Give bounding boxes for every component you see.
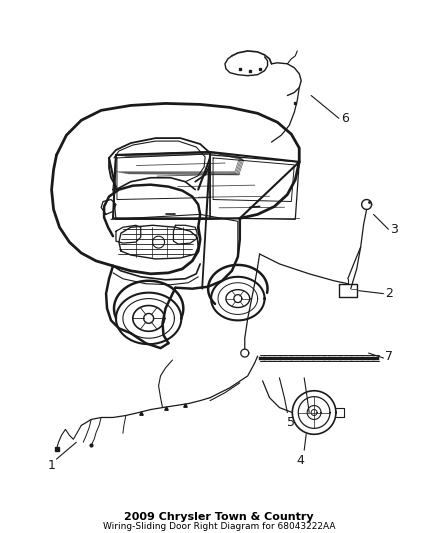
Text: 2: 2: [385, 287, 393, 300]
Text: 2009 Chrysler Town & Country: 2009 Chrysler Town & Country: [124, 512, 314, 522]
Text: 3: 3: [390, 223, 398, 236]
Text: 1: 1: [48, 458, 56, 472]
Text: 7: 7: [385, 350, 393, 362]
Text: 4: 4: [296, 454, 304, 466]
Text: 6: 6: [341, 112, 349, 125]
Text: Wiring-Sliding Door Right Diagram for 68043222AA: Wiring-Sliding Door Right Diagram for 68…: [103, 522, 335, 531]
Text: 5: 5: [287, 416, 295, 429]
